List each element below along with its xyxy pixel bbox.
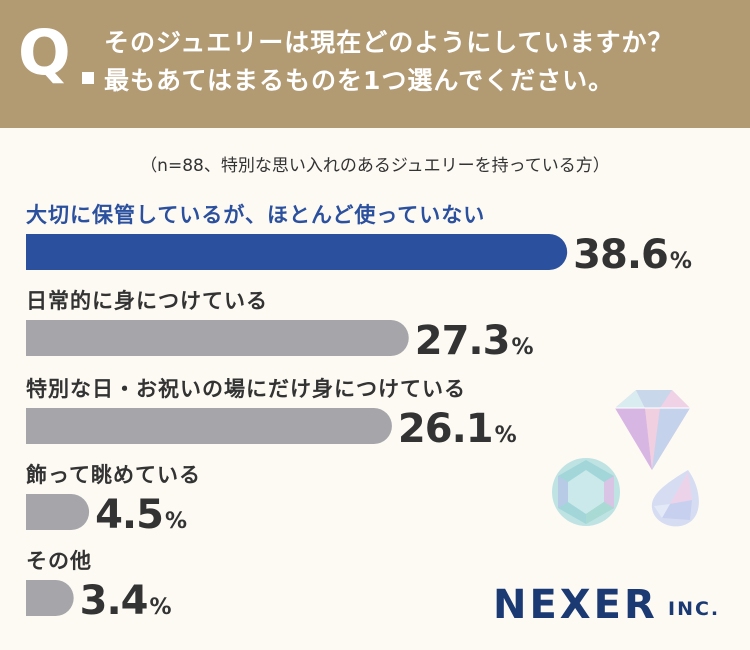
- company-logo: NEXER: [493, 582, 658, 628]
- value-label: 3.4%: [80, 578, 172, 624]
- bar: [26, 234, 568, 270]
- bar: [26, 408, 392, 444]
- question-dot: [82, 72, 94, 84]
- gem-illustration: [552, 390, 699, 527]
- sample-note: （n=88、特別な思い入れのあるジュエリーを持っている方）: [140, 156, 610, 176]
- question-mark: Q: [18, 16, 71, 89]
- category-label: 大切に保管しているが、ほとんど使っていない: [26, 203, 485, 227]
- category-label: 特別な日・お祝いの場にだけ身につけている: [26, 377, 466, 401]
- pear-gem-icon: [651, 470, 699, 527]
- company-logo-suffix: INC.: [668, 598, 721, 620]
- category-label: 飾って眺めている: [26, 463, 201, 487]
- question-line-2: 最もあてはまるものを1つ選んでください。: [104, 66, 615, 95]
- bar: [26, 580, 74, 616]
- diamond-icon: [615, 390, 690, 470]
- category-label: 日常的に身につけている: [26, 289, 268, 313]
- category-label: その他: [26, 549, 92, 573]
- question-header: Q そのジュエリーは現在どのようにしていますか？ 最もあてはまるものを1つ選んで…: [0, 0, 750, 128]
- bars-group: 大切に保管しているが、ほとんど使っていない 38.6% 日常的に身につけている 27.…: [26, 203, 692, 624]
- value-label: 38.6%: [573, 232, 692, 278]
- question-line-1: そのジュエリーは現在どのようにしていますか？: [104, 28, 674, 57]
- question-text: そのジュエリーは現在どのようにしていますか？ 最もあてはまるものを1つ選んでくだ…: [104, 24, 674, 100]
- value-label: 27.3%: [415, 318, 534, 364]
- value-label: 26.1%: [398, 406, 517, 452]
- round-gem-icon: [552, 458, 620, 526]
- value-label: 4.5%: [95, 492, 187, 538]
- bar: [26, 320, 409, 356]
- bar: [26, 494, 90, 530]
